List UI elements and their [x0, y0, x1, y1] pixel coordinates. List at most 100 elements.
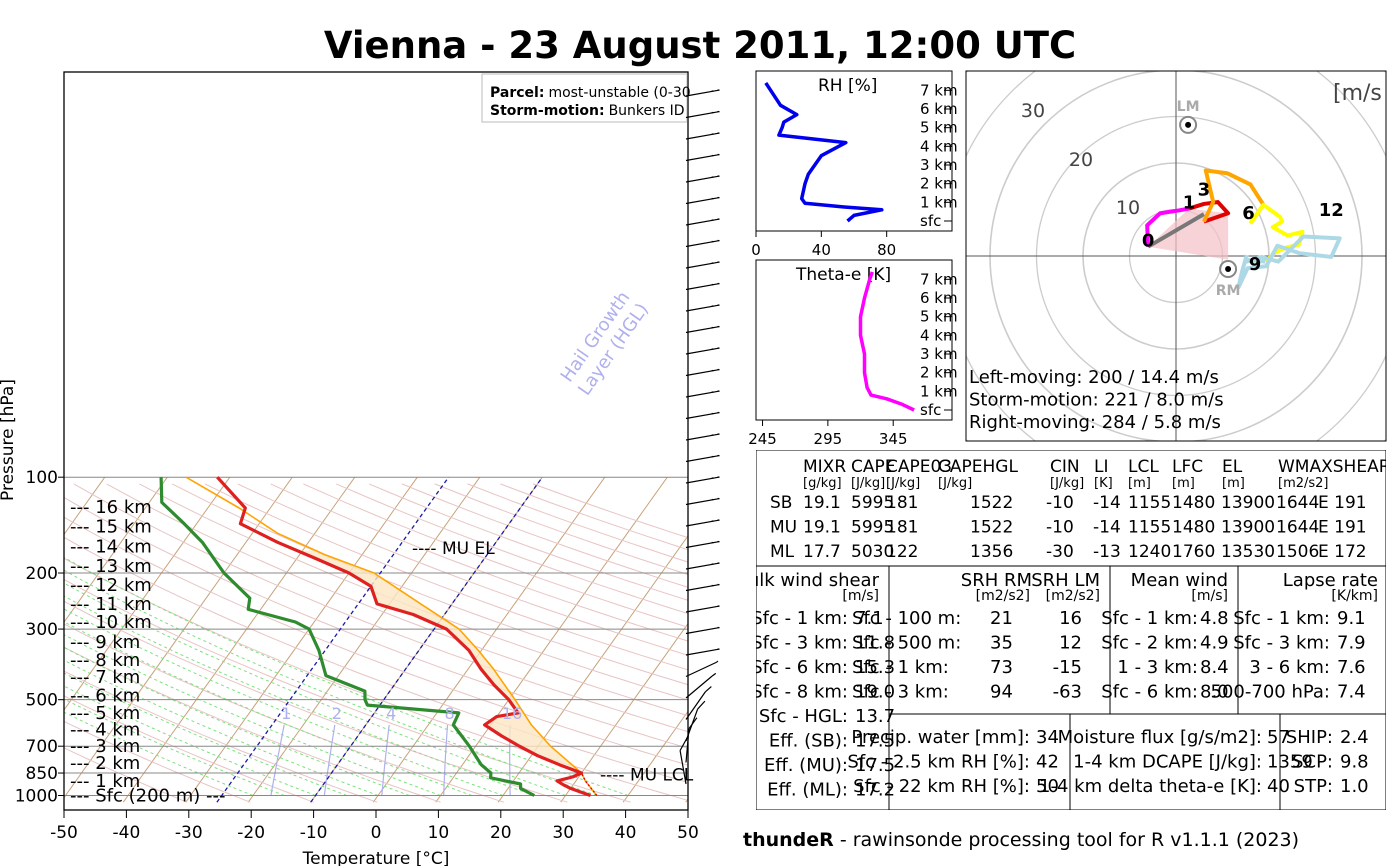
height-label: --- 10 km: [70, 612, 152, 633]
legend-entry: Storm-motion: Bunkers ID: [490, 103, 685, 119]
flux-row-label: 1-4 km delta theta-e [K]:: [1039, 776, 1262, 797]
legend-key: Storm-motion:: [490, 103, 605, 119]
theta-e-x-tick-label: 245: [748, 430, 777, 448]
rh-frame: [755, 70, 953, 232]
y-tick-label: 200: [26, 564, 58, 584]
lapse-row-label: Sfc - 1 km:: [1233, 608, 1330, 629]
dewpoint-curve: [159, 477, 536, 797]
wind-barb-shaft: [685, 89, 720, 97]
wind-barb-shaft: [685, 476, 720, 484]
parcel-table-header: CAPEHGL: [938, 457, 1018, 477]
moist-adiabat-line: [64, 711, 254, 796]
wind-barb-shaft: [685, 326, 720, 334]
parcel-table-cell: 17.7: [803, 542, 841, 562]
srh-row-rm: 21: [990, 608, 1013, 629]
parcel-table-cell: 5995: [851, 493, 894, 513]
height-label: --- 4 km: [70, 719, 140, 740]
parcel-table-cell: -10: [1046, 518, 1074, 538]
rh-title: RH [%]: [818, 76, 877, 96]
wind-barb-shaft: [685, 197, 720, 205]
rh-height-label: 7 km: [920, 81, 958, 99]
dry-adiabat-line: [64, 496, 688, 749]
hodo-ring-label: 20: [1069, 149, 1093, 171]
meanwind-row-value: 4.8: [1200, 608, 1229, 629]
footer-rest: - rawinsonde processing tool for R v1.1.…: [834, 829, 1299, 851]
mixing-ratio-line: [381, 724, 390, 796]
lapse-row-label: 500-700 hPa:: [1211, 682, 1330, 703]
parcel-table-unit: [m]: [1222, 476, 1245, 491]
wind-barb-shaft: [685, 261, 720, 269]
isotherm-line: [372, 476, 606, 803]
wind-barb-flag: [716, 660, 719, 663]
y-tick-label: 1000: [15, 787, 58, 807]
parcel-table-cell: 1522: [970, 518, 1013, 538]
wind-barb-flag: [679, 736, 689, 751]
isotherm-line: [622, 710, 688, 803]
parcel-table-cell: 181: [886, 518, 918, 538]
shear-row-label: Eff. (MU):: [764, 755, 848, 776]
shear-row-value: 19.0: [855, 682, 895, 703]
wind-barb-flag: [711, 672, 717, 677]
hodo-storm-motion-vector: [1147, 212, 1205, 249]
parcel-table-cell: MU: [770, 518, 797, 538]
dry-adiabat-line: [64, 695, 314, 803]
y-tick-label: 700: [26, 737, 58, 757]
parcel-table-header: LFC: [1172, 457, 1203, 477]
dry-adiabat-line: [171, 483, 688, 686]
skew-t-diagram: 1 2 4 8 16 Hail GrowthLayer (HGL) -50 -40 -30 -20…: [0, 71, 720, 866]
shear-row-value: 13.7: [855, 706, 895, 727]
hodo-height-label: 0: [1142, 231, 1155, 252]
footer-bold: thundeR: [743, 829, 834, 851]
composite-row-value: 9.8: [1340, 752, 1369, 773]
parcel-table-cell: 181: [886, 493, 918, 513]
height-label: --- 7 km: [70, 667, 140, 688]
dry-adiabat-line: [336, 483, 688, 615]
parcel-table-cell: 5030: [851, 542, 894, 562]
hodo-ring-label: 10: [1116, 197, 1140, 219]
moist-adiabat-line: [64, 621, 472, 796]
parcel-table-cell: E 191: [1318, 518, 1367, 538]
dry-adiabat-line: [237, 483, 688, 656]
isotherm-line: [64, 476, 168, 624]
x-tick-label: 30: [552, 823, 574, 843]
srh-row-label: Sfc - 100 m:: [852, 608, 961, 629]
srh-row-label: Sfc - 500 m:: [852, 633, 961, 654]
wind-barb-shaft: [685, 627, 720, 635]
x-tick-label: -40: [113, 823, 141, 843]
page-title: Vienna - 23 August 2011, 12:00 UTC: [324, 24, 1076, 67]
height-label: --- 2 km: [70, 753, 140, 774]
wind-barb-shaft: [685, 132, 720, 140]
shear-row-value: 17.5: [855, 755, 895, 776]
isotherm-line: [122, 476, 356, 803]
wind-barb-shaft: [685, 433, 720, 441]
hodo-ring-label: 30: [1021, 100, 1045, 122]
shear-title: Bulk wind shear: [736, 570, 880, 591]
rh-height-label: 1 km: [920, 193, 958, 211]
hodo-height-label: 6: [1242, 203, 1255, 224]
moisture-row-label: Sfc - 22 km RH [%]:: [853, 776, 1030, 797]
height-label: --- 12 km: [70, 575, 152, 596]
isotherm-line: [560, 622, 688, 803]
shear-row-label: Sfc - HGL:: [759, 706, 848, 727]
parcel-table-cell: 13530: [1221, 542, 1275, 562]
wind-barb-shaft: [685, 218, 720, 226]
shear-unit: [m/s]: [842, 588, 879, 604]
x-tick-label: -30: [175, 823, 203, 843]
shear-row-label: Sfc - 6 km:: [751, 657, 848, 678]
height-label: --- 1 km: [70, 771, 140, 792]
parcel-table-header: CIN: [1050, 457, 1080, 477]
rh-height-label: 2 km: [920, 175, 958, 193]
hodo-clip-group: LM RM 0 13 6 9 12 10 20 30 [m/s: [966, 71, 1386, 441]
meanwind-row-value: 8.4: [1200, 657, 1229, 678]
lapse-title: Lapse rate: [1283, 570, 1378, 591]
flux-row-value: 1359: [1267, 752, 1313, 773]
legend-value: Bunkers ID: [609, 103, 685, 119]
parcel-table-cell: -10: [1046, 493, 1074, 513]
hodo-height-label: 3: [1198, 180, 1211, 201]
wind-barb-shaft: [685, 562, 720, 570]
flux-row-value: 40: [1267, 776, 1290, 797]
parcel-table-cell: 1644: [1276, 518, 1319, 538]
